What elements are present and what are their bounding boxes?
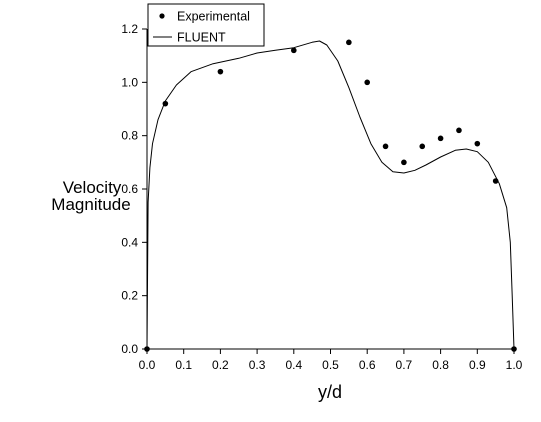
experimental-point xyxy=(346,39,352,46)
experimental-point xyxy=(401,159,407,166)
y-tick-label: 0.8 xyxy=(121,129,138,143)
y-tick-label: 0.6 xyxy=(121,182,138,196)
x-tick-label: 0.4 xyxy=(285,358,302,372)
legend: Experimental FLUENT xyxy=(147,3,265,47)
experimental-point xyxy=(382,143,389,150)
y-tick-label: 0.2 xyxy=(121,289,138,303)
x-axis: 0.0 0.1 0.2 0.3 0.4 0.5 0.6 0.7 0.8 0.9 1.0 xyxy=(139,348,523,372)
experimental-point xyxy=(492,178,499,184)
experimental-point xyxy=(144,346,150,352)
x-tick-label: 0.9 xyxy=(469,358,486,372)
experimental-point xyxy=(364,79,371,86)
experimental-series xyxy=(144,39,517,352)
experimental-point xyxy=(511,346,517,352)
x-tick-label: 0.6 xyxy=(359,358,376,372)
fluent-line xyxy=(146,40,515,350)
x-tick-label: 0.2 xyxy=(212,358,229,372)
x-tick-label: 0.1 xyxy=(175,358,192,372)
x-tick-label: 0.3 xyxy=(249,358,266,372)
x-axis-title: y/d xyxy=(318,382,342,402)
y-tick-label: 0.4 xyxy=(121,235,138,249)
y-axis: 0.0 0.2 0.4 0.6 0.8 1.0 1.2 xyxy=(121,22,148,356)
experimental-point xyxy=(456,127,462,134)
legend-marker-experimental xyxy=(159,13,165,19)
legend-label-fluent: FLUENT xyxy=(177,31,226,45)
y-tick-label: 1.0 xyxy=(121,75,138,89)
y-axis-title-line-2: Magnitude xyxy=(51,195,130,214)
experimental-point xyxy=(437,135,444,142)
experimental-point xyxy=(419,143,426,150)
x-tick-label: 0.0 xyxy=(139,358,156,372)
experimental-point xyxy=(217,68,224,75)
experimental-point xyxy=(291,47,297,54)
legend-label-experimental: Experimental xyxy=(177,10,250,24)
experimental-point xyxy=(162,100,169,107)
x-tick-label: 0.5 xyxy=(322,358,339,372)
y-tick-label: 0.0 xyxy=(121,342,138,356)
fluent-series xyxy=(146,40,515,350)
experimental-point xyxy=(474,140,481,147)
y-tick-label: 1.2 xyxy=(121,22,138,36)
x-tick-label: 1.0 xyxy=(506,358,523,372)
legend-box xyxy=(147,3,265,47)
x-tick-label: 0.7 xyxy=(396,358,413,372)
x-tick-label: 0.8 xyxy=(432,358,449,372)
y-axis-title-line-1: Velocity xyxy=(63,178,122,197)
